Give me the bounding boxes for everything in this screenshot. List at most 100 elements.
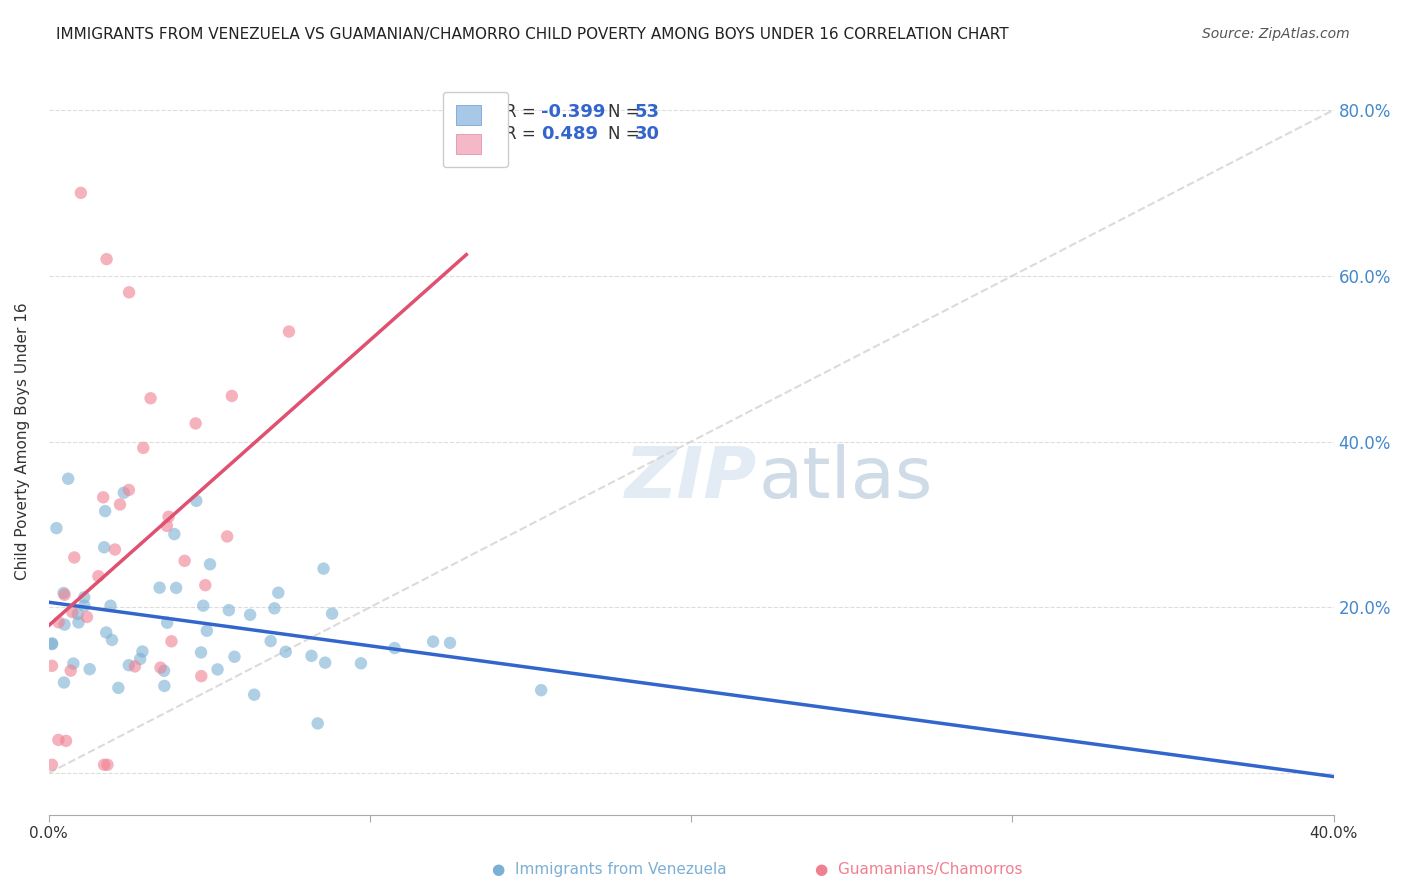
Point <box>93 757 115 772</box>
Point <box>67 615 90 630</box>
Point <box>66 607 89 621</box>
Point <box>55 734 77 748</box>
Point <box>157 509 180 524</box>
Y-axis label: Child Poverty Among Boys Under 16: Child Poverty Among Boys Under 16 <box>15 302 30 581</box>
Point <box>41 658 63 673</box>
Point <box>160 634 183 648</box>
Point <box>53 675 76 690</box>
Text: Source: ZipAtlas.com: Source: ZipAtlas.com <box>1202 27 1350 41</box>
Point <box>149 660 172 674</box>
Text: ZIP: ZIP <box>626 444 758 513</box>
Point <box>259 634 281 648</box>
Point <box>173 554 195 568</box>
Point <box>263 601 285 615</box>
Point <box>163 527 186 541</box>
Point <box>101 632 124 647</box>
Point <box>48 615 70 630</box>
Point <box>301 648 323 663</box>
Point <box>384 641 406 656</box>
Point <box>218 603 240 617</box>
Point <box>149 581 172 595</box>
Point <box>132 441 155 455</box>
Point <box>94 504 117 518</box>
Text: N =: N = <box>607 103 644 121</box>
Point <box>239 607 262 622</box>
Point <box>60 605 83 619</box>
Point <box>194 578 217 592</box>
Point <box>73 591 96 605</box>
Point <box>129 652 152 666</box>
Point <box>139 391 162 405</box>
Point <box>91 491 114 505</box>
Point <box>153 664 176 678</box>
Point <box>63 550 86 565</box>
Point <box>59 664 82 678</box>
Point <box>112 485 135 500</box>
Text: -0.399: -0.399 <box>541 103 605 121</box>
Text: N =: N = <box>607 126 644 144</box>
Point <box>118 483 141 497</box>
Point <box>45 521 67 535</box>
Point <box>165 581 187 595</box>
Point <box>87 569 110 583</box>
Point <box>62 657 84 671</box>
Point <box>118 285 141 300</box>
Point <box>41 757 63 772</box>
Point <box>79 662 101 676</box>
Point <box>73 599 96 613</box>
Point <box>312 561 335 575</box>
Point <box>190 669 212 683</box>
Point <box>321 607 343 621</box>
Point <box>217 529 239 543</box>
Point <box>56 472 79 486</box>
Point <box>186 493 208 508</box>
Point <box>96 625 118 640</box>
Point <box>307 716 329 731</box>
Point <box>100 599 122 613</box>
Point <box>70 186 93 200</box>
Point <box>207 662 229 676</box>
Point <box>153 679 176 693</box>
Point <box>48 733 70 747</box>
Point <box>53 617 76 632</box>
Point <box>131 644 153 658</box>
Point <box>195 624 218 638</box>
Point <box>530 683 553 698</box>
Point <box>76 610 98 624</box>
Point <box>41 636 63 650</box>
Point <box>107 681 129 695</box>
Point <box>96 252 118 267</box>
Point <box>108 497 131 511</box>
Point <box>93 541 115 555</box>
Point <box>193 599 215 613</box>
Point <box>439 636 461 650</box>
Point <box>156 615 179 630</box>
Point <box>350 657 373 671</box>
Point <box>156 519 179 533</box>
Point <box>53 588 76 602</box>
Point <box>267 585 290 599</box>
Point <box>224 649 246 664</box>
Point <box>41 637 63 651</box>
Point <box>104 542 127 557</box>
Text: atlas: atlas <box>758 444 932 513</box>
Text: IMMIGRANTS FROM VENEZUELA VS GUAMANIAN/CHAMORRO CHILD POVERTY AMONG BOYS UNDER 1: IMMIGRANTS FROM VENEZUELA VS GUAMANIAN/C… <box>56 27 1010 42</box>
Point <box>190 645 212 659</box>
Text: R =: R = <box>505 103 541 121</box>
Text: 53: 53 <box>634 103 659 121</box>
Point <box>52 586 75 600</box>
Text: 30: 30 <box>634 126 659 144</box>
Point <box>314 656 336 670</box>
Point <box>274 645 297 659</box>
Point <box>184 417 207 431</box>
Point <box>118 658 141 673</box>
Text: ●  Immigrants from Venezuela: ● Immigrants from Venezuela <box>492 863 727 877</box>
Point <box>124 659 146 673</box>
Point <box>243 688 266 702</box>
Point <box>96 757 118 772</box>
Point <box>221 389 243 403</box>
Point <box>422 634 444 648</box>
Point <box>198 558 221 572</box>
Text: ●  Guamanians/Chamorros: ● Guamanians/Chamorros <box>815 863 1024 877</box>
Point <box>278 325 301 339</box>
